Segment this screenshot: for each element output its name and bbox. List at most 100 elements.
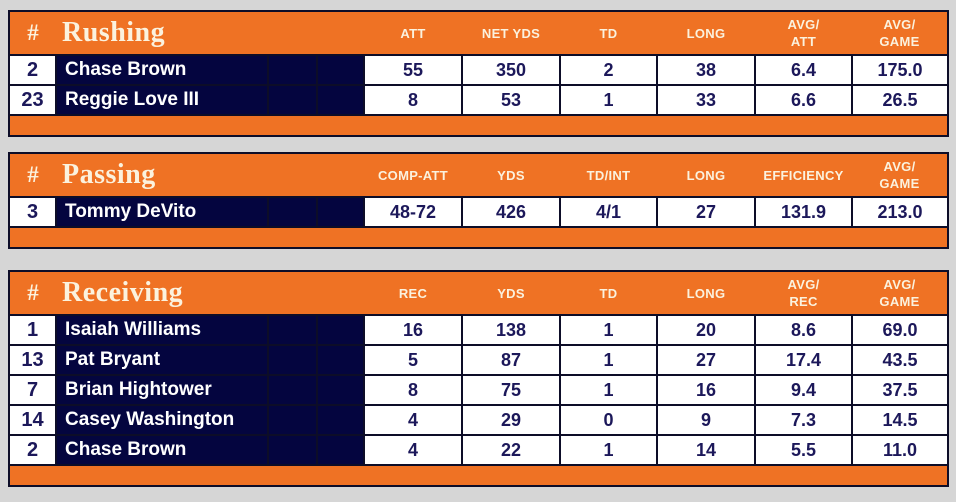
receiving-table-title: Receiving	[56, 271, 365, 316]
player-row: 14 Casey Washington 4 29 0 9 7.3 14.5	[8, 404, 950, 436]
stat-cell-avg-game: 26.5	[851, 84, 949, 116]
column-header-td: TD	[560, 271, 658, 316]
stat-cell-td: 1	[559, 374, 659, 406]
column-header-yds: YDS	[462, 153, 560, 198]
stat-cell-avg-att: 6.6	[754, 84, 853, 116]
column-header-att: ATT	[364, 11, 462, 56]
column-header-long: LONG	[657, 271, 756, 316]
player-name-cell: Brian Hightower	[55, 374, 269, 406]
column-header-long: LONG	[657, 11, 755, 56]
stat-cell-avg-att: 6.4	[754, 54, 853, 86]
player-name-cell: Chase Brown	[55, 434, 269, 466]
jersey-number-cell: 3	[8, 196, 57, 228]
stat-cell-td: 1	[559, 344, 659, 376]
spacer-cell	[267, 404, 318, 436]
jersey-number-cell: 13	[8, 344, 57, 376]
stat-cell-avg-rec: 7.3	[754, 404, 854, 436]
footer-bar-row	[9, 464, 949, 486]
player-name-cell: Reggie Love III	[55, 84, 269, 116]
player-row: 2 Chase Brown 4 22 1 14 5.5 11.0	[8, 434, 950, 466]
jersey-number-cell: 2	[8, 54, 57, 86]
player-row: 3 Tommy DeVito 48-72 426 4/1 27 131.9 21…	[8, 196, 949, 228]
stat-cell-avg-game: 69.0	[851, 314, 950, 346]
column-header-net-yds: NET YDS	[462, 11, 560, 56]
stat-cell-long: 38	[656, 54, 756, 86]
stat-cell-efficiency: 131.9	[754, 196, 853, 228]
column-header-comp-att: COMP-ATT	[364, 153, 462, 198]
receiving-header-row: # Receiving REC YDS TD LONG AVG/REC AVG/…	[9, 271, 949, 316]
column-header-td: TD	[560, 11, 657, 56]
stat-cell-avg-rec: 17.4	[754, 344, 854, 376]
stat-cell-long: 27	[656, 344, 757, 376]
stat-cell-avg-game: 43.5	[851, 344, 950, 376]
player-row: 13 Pat Bryant 5 87 1 27 17.4 43.5	[8, 344, 950, 376]
column-header-avg-att: AVG/ATT	[755, 11, 852, 56]
stat-cell-net-yds: 350	[461, 54, 561, 86]
stat-cell-long: 16	[656, 374, 757, 406]
stat-cell-td: 1	[559, 84, 658, 116]
footer-bar-row	[9, 114, 948, 136]
column-header-efficiency: EFFICIENCY	[755, 153, 852, 198]
stat-cell-avg-rec: 5.5	[754, 434, 854, 466]
passing-table-title: Passing	[56, 153, 364, 198]
column-header-avg-game: AVG/GAME	[852, 11, 948, 56]
spacer-cell	[315, 434, 366, 466]
stat-cell-att: 8	[363, 84, 463, 116]
jersey-number-cell: 7	[8, 374, 57, 406]
table-footer-bar	[9, 226, 948, 248]
spacer-cell	[315, 374, 366, 406]
spacer-cell	[315, 314, 366, 346]
stat-cell-td: 1	[559, 314, 659, 346]
stat-cell-long: 9	[656, 404, 757, 436]
spacer-cell	[316, 54, 365, 86]
spacer-cell	[316, 196, 365, 228]
stat-cell-net-yds: 53	[461, 84, 561, 116]
number-column-header: #	[9, 11, 56, 56]
stat-cell-td: 0	[559, 404, 659, 436]
stat-cell-avg-game: 213.0	[851, 196, 949, 228]
player-name-cell: Tommy DeVito	[55, 196, 269, 228]
stat-cell-long: 20	[656, 314, 757, 346]
player-name-cell: Casey Washington	[55, 404, 269, 436]
stat-cell-yds: 75	[461, 374, 562, 406]
stat-cell-avg-game: 37.5	[851, 374, 950, 406]
player-row: 7 Brian Hightower 8 75 1 16 9.4 37.5	[8, 374, 950, 406]
jersey-number-cell: 23	[8, 84, 57, 116]
rushing-table: # Rushing ATT NET YDS TD LONG AVG/ATT AV…	[8, 10, 949, 137]
column-header-yds: YDS	[462, 271, 561, 316]
table-footer-bar	[9, 464, 949, 486]
stat-cell-td: 2	[559, 54, 658, 86]
stat-cell-rec: 8	[363, 374, 464, 406]
spacer-cell	[267, 374, 318, 406]
stat-cell-rec: 16	[363, 314, 464, 346]
spacer-cell	[267, 84, 318, 116]
stat-cell-avg-rec: 8.6	[754, 314, 854, 346]
player-name-cell: Pat Bryant	[55, 344, 269, 376]
jersey-number-cell: 14	[8, 404, 57, 436]
player-row: 23 Reggie Love III 8 53 1 33 6.6 26.5	[8, 84, 949, 116]
stat-cell-rec: 4	[363, 434, 464, 466]
stat-cell-rec: 5	[363, 344, 464, 376]
rushing-header-row: # Rushing ATT NET YDS TD LONG AVG/ATT AV…	[9, 11, 948, 56]
number-column-header: #	[9, 271, 56, 316]
column-header-long: LONG	[657, 153, 755, 198]
spacer-cell	[315, 344, 366, 376]
spacer-cell	[316, 84, 365, 116]
spacer-cell	[315, 404, 366, 436]
passing-header-row: # Passing COMP-ATT YDS TD/INT LONG EFFIC…	[9, 153, 948, 198]
stat-cell-long: 33	[656, 84, 756, 116]
stat-cell-yds: 426	[461, 196, 561, 228]
stat-cell-long: 14	[656, 434, 757, 466]
stat-cell-avg-game: 11.0	[851, 434, 950, 466]
number-column-header: #	[9, 153, 56, 198]
jersey-number-cell: 1	[8, 314, 57, 346]
stat-cell-comp-att: 48-72	[363, 196, 463, 228]
stat-cell-avg-game: 175.0	[851, 54, 949, 86]
passing-table: # Passing COMP-ATT YDS TD/INT LONG EFFIC…	[8, 152, 949, 249]
spacer-cell	[267, 314, 318, 346]
stat-cell-yds: 29	[461, 404, 562, 436]
stat-cell-td: 1	[559, 434, 659, 466]
receiving-table: # Receiving REC YDS TD LONG AVG/REC AVG/…	[8, 270, 950, 487]
player-row: 2 Chase Brown 55 350 2 38 6.4 175.0	[8, 54, 949, 86]
